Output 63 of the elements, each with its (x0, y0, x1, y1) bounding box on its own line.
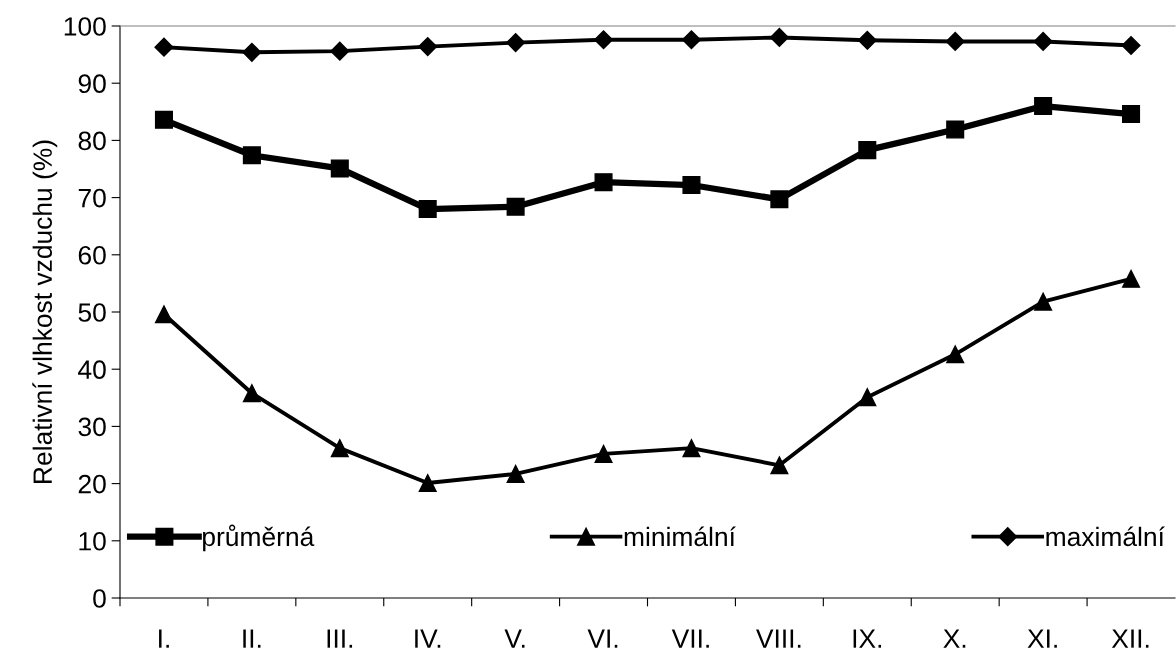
point (682, 439, 701, 458)
point (945, 31, 965, 51)
point (681, 30, 701, 50)
y-tick-label: 20 (78, 474, 106, 494)
point (1034, 292, 1053, 311)
point (594, 444, 613, 463)
point (242, 384, 261, 403)
point (858, 388, 877, 407)
point (506, 197, 525, 216)
point (330, 439, 349, 458)
point (154, 37, 174, 57)
point (506, 464, 525, 483)
point (770, 190, 789, 209)
y-tick-label: 40 (78, 360, 106, 380)
point (594, 30, 614, 50)
point (418, 473, 437, 493)
point (1121, 35, 1141, 55)
y-tick-label: 90 (78, 74, 106, 94)
point (858, 141, 877, 160)
x-tick-label: VII. (671, 629, 709, 648)
x-tick-label: I. (159, 629, 169, 648)
point (506, 33, 526, 53)
point (330, 159, 349, 178)
y-tick-label: 60 (78, 245, 106, 265)
point (946, 120, 965, 139)
point (682, 175, 701, 195)
point (418, 200, 437, 219)
x-tick-label: X. (943, 629, 966, 648)
y-axis-title: Relativní vlhkost vzduchu (%) (32, 140, 58, 483)
point (946, 345, 965, 364)
point (242, 146, 261, 165)
legend-label: minimální (624, 526, 736, 547)
x-tick-label: VIII. (756, 629, 801, 648)
point (154, 110, 173, 129)
point (857, 30, 877, 50)
x-tick-label: VI. (587, 629, 618, 648)
point (769, 27, 789, 47)
x-tick-label: XI. (1027, 629, 1057, 648)
y-tick-label: 70 (78, 188, 106, 208)
y-tick-label: 30 (78, 417, 106, 437)
y-tick-label: 80 (78, 131, 106, 151)
point (1122, 105, 1141, 124)
point (1034, 97, 1053, 116)
point (1122, 269, 1141, 288)
x-tick-label: IX. (853, 629, 882, 648)
x-tick-label: XII. (1111, 629, 1149, 648)
point (1033, 31, 1053, 51)
x-tick-label: II. (243, 629, 261, 648)
x-tick-label: V. (504, 629, 525, 648)
legend-label: maximální (1046, 526, 1165, 547)
point (770, 456, 789, 475)
point (594, 173, 613, 192)
x-tick-label: III. (327, 629, 353, 648)
point (330, 41, 350, 61)
point (154, 305, 173, 324)
y-tick-label: 0 (93, 589, 106, 608)
y-tick-label: 10 (79, 531, 106, 551)
point (242, 42, 262, 62)
y-tick-label: 50 (78, 303, 106, 322)
x-tick-label: IV. (415, 629, 441, 648)
legend-label: průměrná (203, 524, 315, 552)
point (418, 37, 438, 57)
y-tick-label: 100 (64, 17, 106, 36)
